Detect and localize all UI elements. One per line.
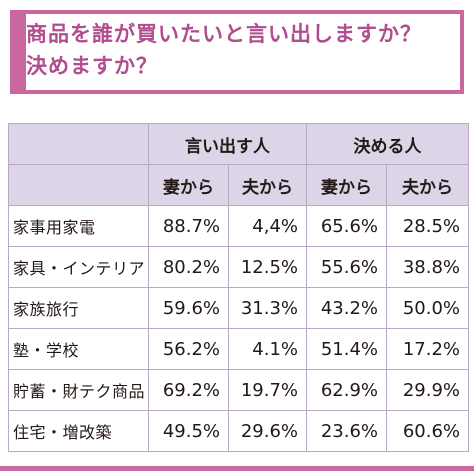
sub-header-wife: 妻から (306, 164, 387, 206)
cell-value: 43.2% (306, 287, 387, 329)
cell-value: 51.4% (306, 328, 387, 370)
sub-header-husband: 夫から (228, 164, 307, 206)
cell-value: 23.6% (306, 410, 387, 452)
row-label: 住宅・増改築 (8, 410, 149, 452)
bottom-accent-bar (0, 466, 474, 471)
page-title: 商品を誰が買いたいと言い出しますか？ 決めますか？ (26, 22, 422, 78)
group-header-row: 言い出す人 決める人 (8, 123, 469, 165)
cell-value: 19.7% (228, 369, 307, 411)
cell-value: 49.5% (148, 410, 229, 452)
row-label: 家族旅行 (8, 287, 149, 329)
table-row: 貯蓄・財テク商品 69.2% 19.7% 62.9% 29.9% (8, 369, 469, 411)
cell-value: 4,4% (228, 205, 307, 247)
cell-value: 62.9% (306, 369, 387, 411)
row-label: 家事用家電 (8, 205, 149, 247)
cell-value: 12.5% (228, 246, 307, 288)
cell-value: 17.2% (386, 328, 469, 370)
table-row: 住宅・増改築 49.5% 29.6% 23.6% 60.6% (8, 410, 469, 452)
cell-value: 38.8% (386, 246, 469, 288)
cell-value: 56.2% (148, 328, 229, 370)
cell-value: 29.9% (386, 369, 469, 411)
table-row: 家具・インテリア 80.2% 12.5% 55.6% 38.8% (8, 246, 469, 288)
cell-value: 60.6% (386, 410, 469, 452)
cell-value: 28.5% (386, 205, 469, 247)
sub-header-husband: 夫から (386, 164, 469, 206)
sub-header-row: 妻から 夫から 妻から 夫から (8, 164, 469, 206)
group-header-kimeru: 決める人 (306, 123, 469, 165)
cell-value: 88.7% (148, 205, 229, 247)
table-row: 家族旅行 59.6% 31.3% 43.2% 50.0% (8, 287, 469, 329)
cell-value: 55.6% (306, 246, 387, 288)
corner-cell (8, 123, 149, 165)
survey-table: 言い出す人 決める人 妻から 夫から 妻から 夫から 家事用家電 88.7% 4… (8, 123, 469, 452)
row-label: 貯蓄・財テク商品 (8, 369, 149, 411)
row-label: 塾・学校 (8, 328, 149, 370)
cell-value: 31.3% (228, 287, 307, 329)
cell-value: 65.6% (306, 205, 387, 247)
row-label: 家具・インテリア (8, 246, 149, 288)
corner-cell (8, 164, 149, 206)
cell-value: 80.2% (148, 246, 229, 288)
cell-value: 4.1% (228, 328, 307, 370)
cell-value: 29.6% (228, 410, 307, 452)
cell-value: 69.2% (148, 369, 229, 411)
title-frame (10, 10, 464, 94)
table-row: 塾・学校 56.2% 4.1% 51.4% 17.2% (8, 328, 469, 370)
cell-value: 50.0% (386, 287, 469, 329)
table-row: 家事用家電 88.7% 4,4% 65.6% 28.5% (8, 205, 469, 247)
cell-value: 59.6% (148, 287, 229, 329)
sub-header-wife: 妻から (148, 164, 229, 206)
group-header-iidasu: 言い出す人 (148, 123, 307, 165)
